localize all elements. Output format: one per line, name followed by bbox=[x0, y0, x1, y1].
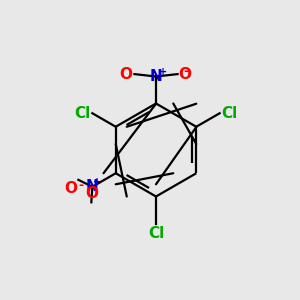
Text: +: + bbox=[93, 177, 101, 187]
Text: O: O bbox=[64, 181, 77, 196]
Text: N: N bbox=[150, 69, 162, 84]
Text: O: O bbox=[85, 186, 98, 201]
Text: Cl: Cl bbox=[221, 106, 237, 121]
Text: N: N bbox=[86, 179, 99, 194]
Text: Cl: Cl bbox=[148, 226, 164, 241]
Text: O: O bbox=[119, 67, 132, 82]
Text: Cl: Cl bbox=[75, 106, 91, 121]
Text: O: O bbox=[178, 67, 191, 82]
Text: +: + bbox=[158, 67, 167, 77]
Text: -: - bbox=[79, 179, 84, 192]
Text: -: - bbox=[183, 64, 189, 78]
